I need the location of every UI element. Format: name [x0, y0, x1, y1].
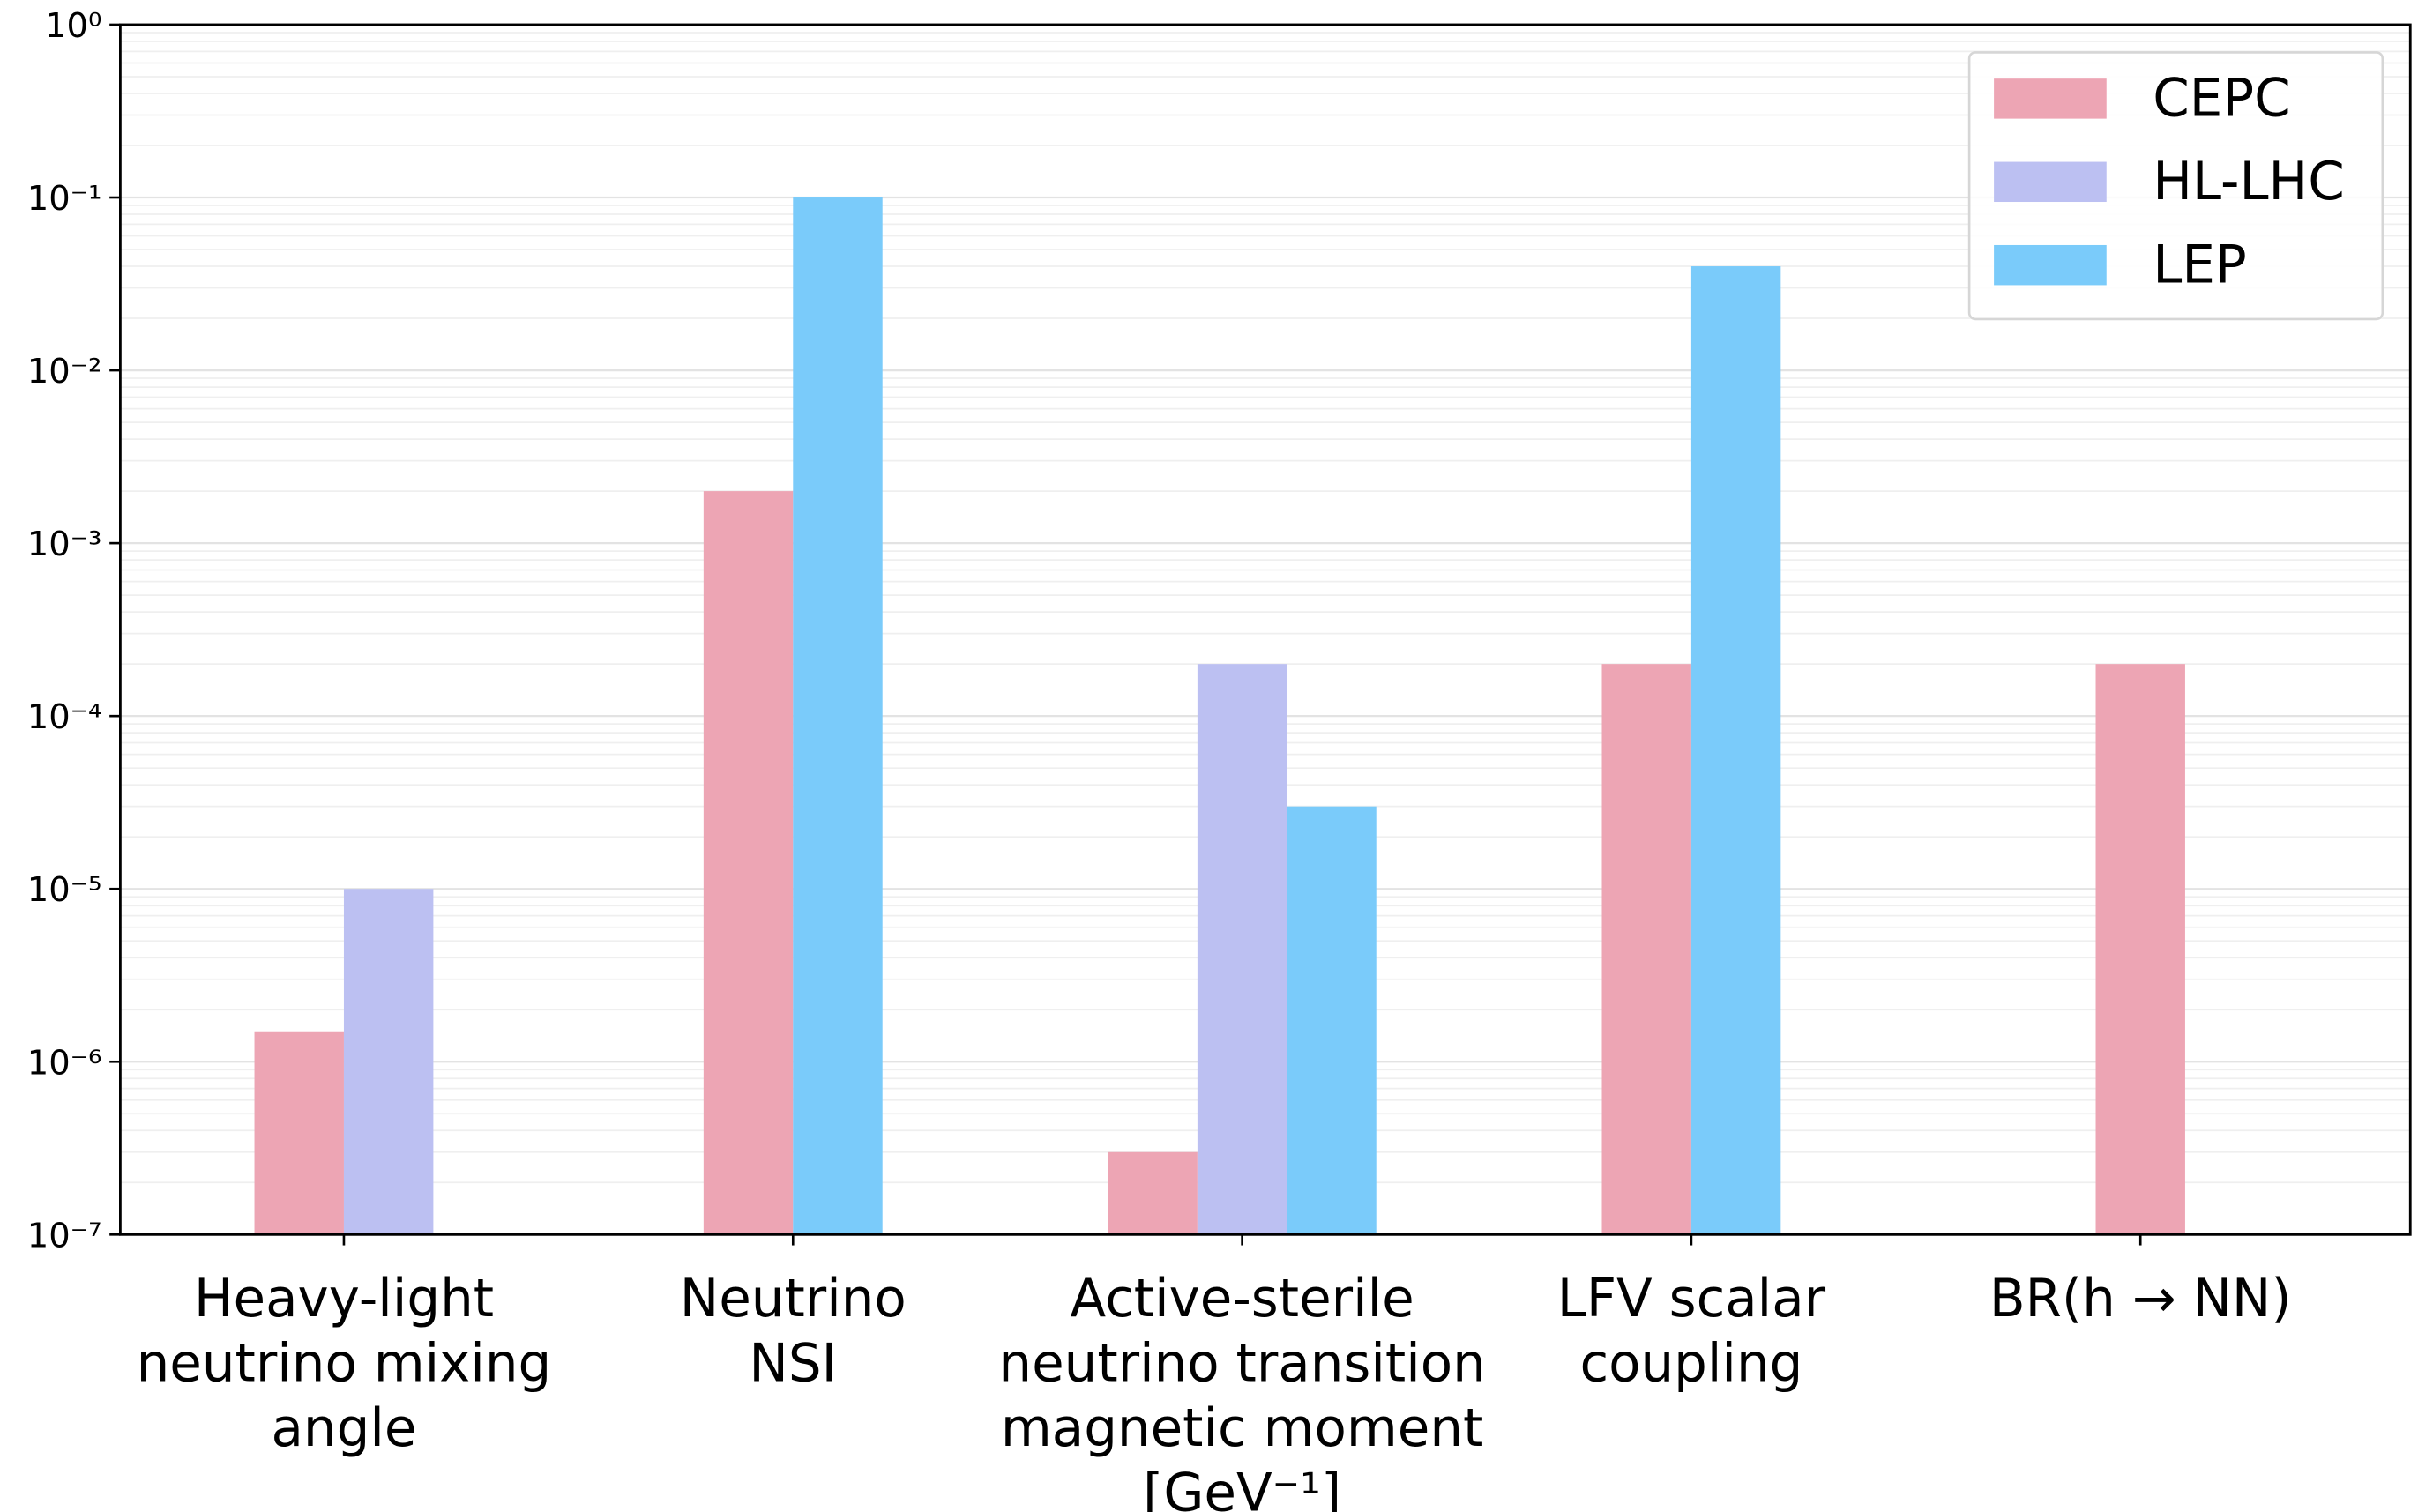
x-tick-label-line: angle	[272, 1398, 417, 1459]
legend-swatch	[1994, 244, 2107, 286]
x-tick-label-line: [GeV⁻¹]	[1143, 1464, 1341, 1512]
legend-label: HL-LHC	[2153, 152, 2345, 212]
x-tick-label-line: LFV scalar	[1557, 1269, 1826, 1330]
bar	[1601, 664, 1691, 1235]
bar	[2095, 664, 2185, 1235]
legend-label: LEP	[2153, 235, 2247, 295]
x-tick-label-line: BR(h → NN)	[1989, 1269, 2292, 1330]
bar	[1197, 664, 1287, 1235]
y-tick-label: 10⁻¹	[27, 179, 102, 219]
legend-swatch	[1994, 161, 2107, 203]
x-tick-label-line: Active-sterile	[1070, 1269, 1414, 1330]
y-tick-label: 10⁻⁶	[27, 1043, 102, 1083]
y-tick-label: 10⁻⁴	[27, 697, 102, 737]
x-tick-label-line: Neutrino	[680, 1269, 907, 1330]
x-tick-label: LFV scalar coupling	[1557, 1269, 1826, 1394]
x-tick-label: BR(h → NN)	[1989, 1269, 2292, 1330]
x-tick-label-line: Heavy-light	[194, 1269, 494, 1330]
y-tick-label: 10⁻³	[27, 525, 102, 564]
y-tick-label: 10⁻²	[27, 352, 102, 391]
x-tick-label: Active-sterile neutrino transition magneti…	[998, 1269, 1485, 1512]
y-tick-label: 10⁰	[45, 6, 101, 46]
bar	[343, 889, 434, 1235]
legend-swatch	[1994, 78, 2107, 119]
x-tick-label-line: neutrino transition	[998, 1334, 1485, 1395]
bar	[793, 197, 883, 1235]
x-tick-label-line: magnetic moment	[1001, 1398, 1483, 1459]
y-tick-label: 10⁻⁷	[27, 1216, 102, 1255]
bar	[1287, 806, 1377, 1235]
x-tick-label-line: coupling	[1579, 1334, 1802, 1395]
x-tick-label-line: NSI	[749, 1334, 837, 1395]
x-tick-label: Neutrino NSI	[680, 1269, 907, 1394]
bar	[1690, 266, 1781, 1235]
bar	[1108, 1151, 1198, 1235]
x-tick-label-line: neutrino mixing	[137, 1334, 552, 1395]
x-tick-label: Heavy-light neutrino mixing angle	[137, 1269, 552, 1459]
bar	[254, 1031, 344, 1235]
bar	[703, 491, 794, 1235]
y-tick-label: 10⁻⁵	[27, 870, 102, 910]
plot-frame	[119, 23, 2412, 1236]
legend-label: CEPC	[2153, 68, 2290, 129]
